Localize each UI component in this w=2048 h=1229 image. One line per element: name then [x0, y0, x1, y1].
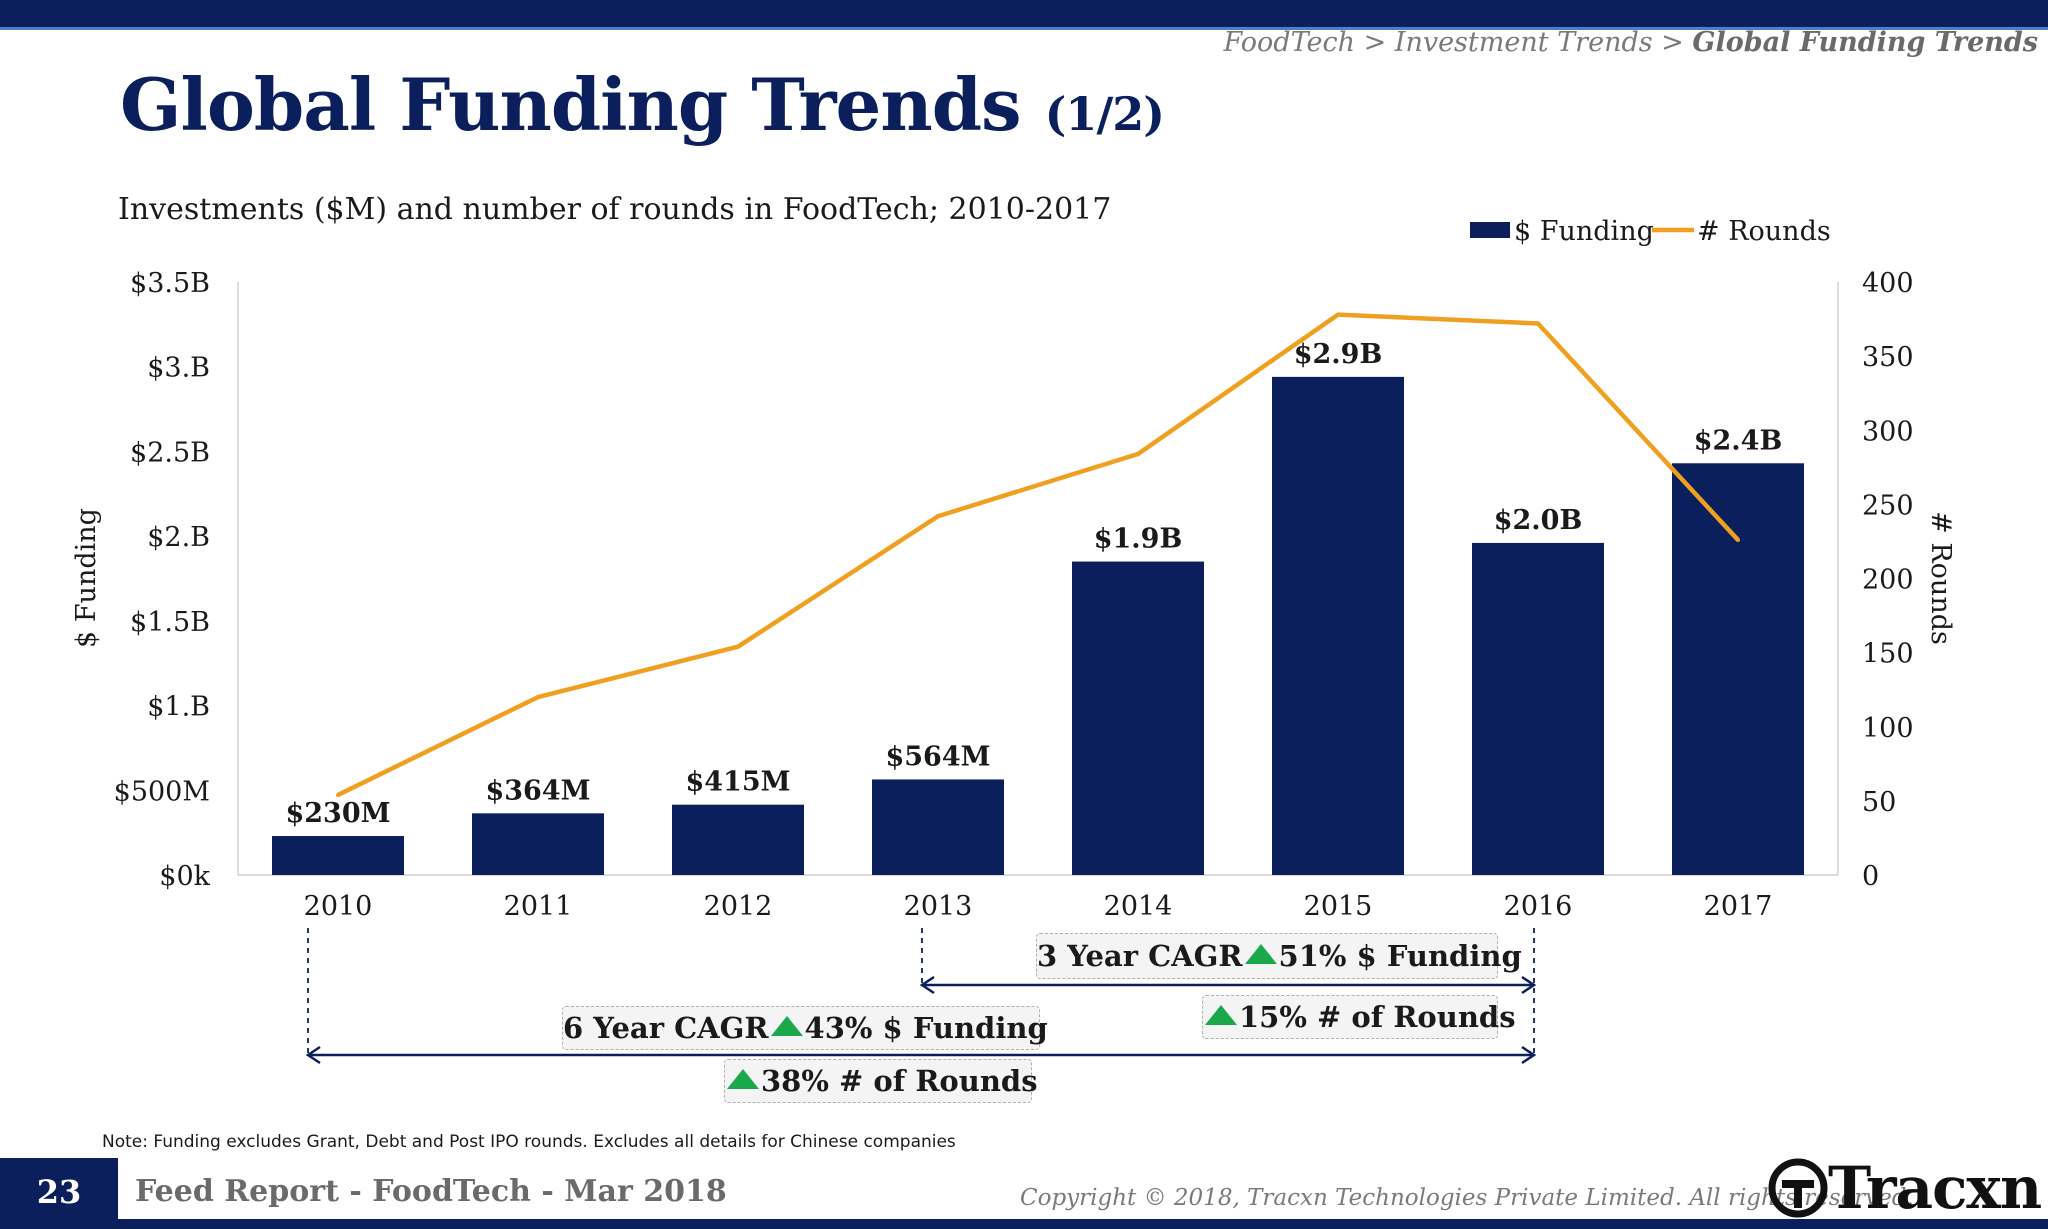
funding-data-label: $415M	[685, 767, 790, 798]
rounds-point	[736, 644, 740, 649]
y-tick-label: $3.B	[147, 353, 210, 384]
footnote: Note: Funding excludes Grant, Debt and P…	[102, 1132, 956, 1152]
y2-tick-label: 250	[1862, 490, 1914, 521]
y-axis-title: $ Funding	[71, 508, 102, 648]
rounds-point	[336, 792, 340, 797]
rounds-point	[936, 514, 940, 519]
y-tick-label: $500M	[114, 776, 210, 807]
rounds-line	[337, 312, 1740, 797]
copyright: Copyright © 2018, Tracxn Technologies Pr…	[1020, 1185, 1914, 1211]
funding-bar	[272, 836, 404, 875]
y-tick-label: $3.5B	[130, 268, 210, 299]
y2-tick-label: 100	[1862, 713, 1914, 744]
funding-data-label: $564M	[885, 741, 990, 772]
x-tick-label: 2011	[504, 891, 573, 922]
rounds-point	[1736, 537, 1740, 542]
rounds-point	[1536, 321, 1540, 326]
y2-tick-label: 50	[1862, 787, 1896, 818]
x-tick-label: 2016	[1504, 891, 1573, 922]
up-arrow-icon	[1205, 1005, 1237, 1025]
funding-bar	[1472, 542, 1604, 875]
page-title-text: Global Funding Trends	[120, 62, 1022, 147]
up-arrow-icon	[1244, 944, 1277, 964]
breadcrumb-path: FoodTech > Investment Trends >	[1223, 27, 1693, 58]
y2-tick-label: 300	[1862, 416, 1914, 447]
rounds-point	[1136, 451, 1140, 456]
breadcrumb-current: Global Funding Trends	[1692, 27, 2038, 58]
y-tick-label: $2.5B	[130, 437, 210, 468]
funding-data-label: $1.9B	[1094, 524, 1183, 555]
cagr6-rounds-text: 38% # of Rounds	[761, 1064, 1038, 1098]
x-tick-label: 2017	[1704, 891, 1773, 922]
top-bar-accent	[0, 27, 2048, 30]
y2-tick-label: 200	[1862, 565, 1914, 596]
y-tick-label: $1.B	[147, 692, 210, 723]
y2-tick-label: 400	[1862, 268, 1914, 299]
x-tick-label: 2014	[1104, 891, 1173, 922]
cagr6-span-arrow-left-head	[305, 1045, 321, 1065]
breadcrumb: FoodTech > Investment Trends > Global Fu…	[1224, 27, 2038, 58]
funding-data-label: $2.4B	[1694, 425, 1783, 456]
y2-tick-label: 0	[1862, 861, 1879, 892]
x-tick-label: 2012	[704, 891, 773, 922]
tracxn-logo: Tracxn	[1768, 1154, 2042, 1222]
y-tick-label: $2.B	[147, 522, 210, 553]
funding-bar	[1672, 463, 1804, 875]
y2-tick-label: 350	[1862, 342, 1914, 373]
funding-bar	[472, 813, 604, 875]
rounds-point	[1336, 312, 1340, 317]
funding-bar	[872, 779, 1004, 875]
legend-rounds-label: # Rounds	[1697, 216, 1831, 247]
y-tick-label: $0k	[159, 861, 210, 892]
funding-data-label: $2.9B	[1294, 339, 1383, 370]
cagr3-span-arrow-left-head	[919, 975, 935, 995]
page-number: 23	[0, 1158, 118, 1229]
chart-subtitle: Investments ($M) and number of rounds in…	[118, 192, 1112, 227]
cagr6-rounds-box: 38% # of Rounds	[724, 1059, 1038, 1103]
x-tick-label: 2010	[304, 891, 373, 922]
funding-bar	[1072, 561, 1204, 875]
cagr3-funding-prefix: 3 Year CAGR	[1037, 939, 1243, 973]
funding-data-label: $2.0B	[1494, 505, 1583, 536]
report-name: Feed Report - FoodTech - Mar 2018	[135, 1174, 727, 1209]
tracxn-logo-icon	[1768, 1158, 1828, 1218]
funding-bar	[1272, 376, 1404, 875]
page-title: Global Funding Trends (1/2)	[120, 62, 1165, 147]
cagr3-rounds-text: 15% # of Rounds	[1239, 1000, 1516, 1034]
legend-funding-swatch	[1470, 222, 1510, 238]
y-tick-label: $1.5B	[130, 607, 210, 638]
x-tick-label: 2013	[904, 891, 973, 922]
cagr3-funding-suffix: 51% $ Funding	[1278, 939, 1522, 973]
cagr6-funding-suffix: 43% $ Funding	[804, 1011, 1048, 1045]
legend-funding-label: $ Funding	[1514, 216, 1654, 247]
up-arrow-icon	[770, 1016, 803, 1036]
cagr6-funding-prefix: 6 Year CAGR	[563, 1011, 769, 1045]
y2-tick-label: 150	[1862, 639, 1914, 670]
x-tick-label: 2015	[1304, 891, 1373, 922]
top-bar	[0, 0, 2048, 27]
cagr3-funding-box: 3 Year CAGR 51% $ Funding	[1036, 933, 1522, 979]
funding-data-label: $364M	[485, 775, 590, 806]
rounds-point	[536, 695, 540, 700]
page-title-suffix: (1/2)	[1044, 87, 1165, 141]
cagr3-rounds-box: 15% # of Rounds	[1202, 995, 1516, 1039]
y2-axis-title: # Rounds	[1925, 511, 1956, 645]
tracxn-logo-text: Tracxn	[1828, 1154, 2042, 1222]
bottom-bar	[0, 1219, 2048, 1229]
funding-bar	[672, 804, 804, 875]
cagr6-funding-box: 6 Year CAGR 43% $ Funding	[562, 1006, 1048, 1050]
funding-data-label: $230M	[285, 798, 390, 829]
up-arrow-icon	[727, 1069, 759, 1089]
cagr3-span-arrow-right-head	[1521, 975, 1537, 995]
cagr6-span-arrow-right-head	[1521, 1045, 1537, 1065]
